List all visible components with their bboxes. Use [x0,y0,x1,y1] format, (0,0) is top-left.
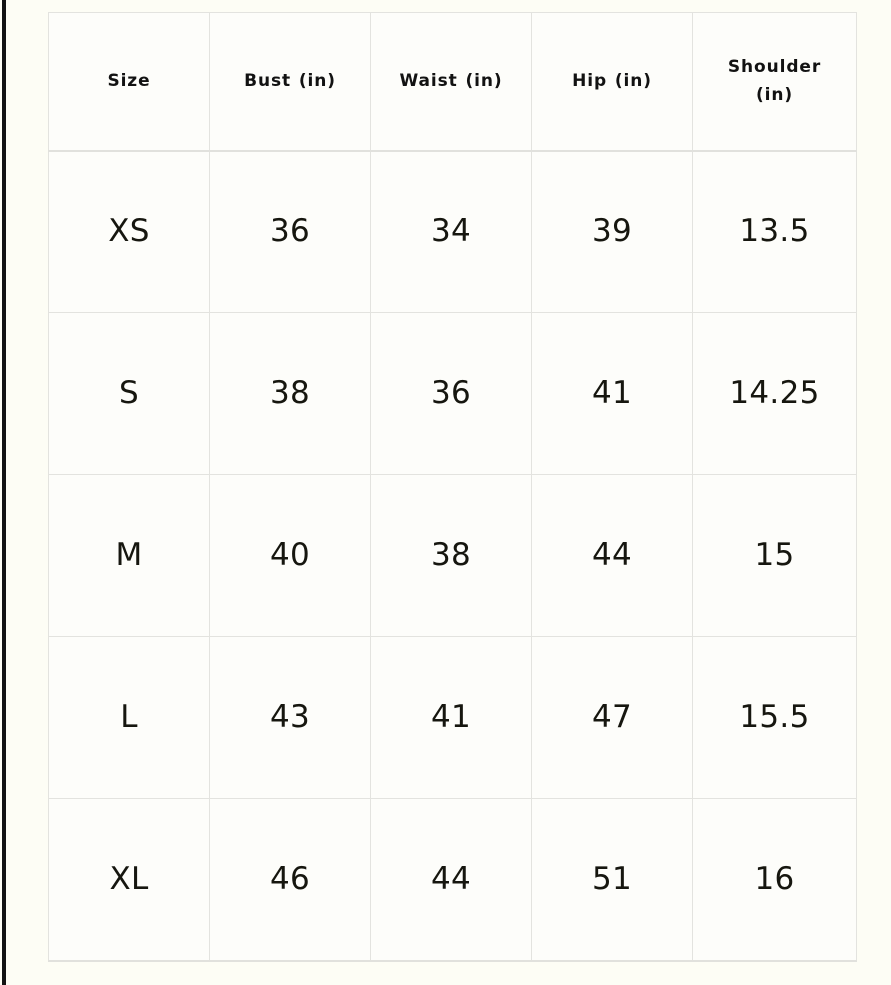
cell-bust: 43 [209,636,371,799]
cell-bust: 46 [209,798,371,962]
cell-waist: 44 [370,798,532,962]
cell-waist: 38 [370,474,532,637]
cell-hip: 51 [531,798,693,962]
cell-hip: 44 [531,474,693,637]
cell-waist: 36 [370,312,532,475]
table-body: XS 36 34 39 13.5 S 38 36 41 14.25 M 40 3… [48,150,857,962]
cell-shoulder: 16 [692,798,857,962]
cell-shoulder: 13.5 [692,150,857,313]
cell-shoulder: 15 [692,474,857,637]
cell-hip: 39 [531,150,693,313]
column-header-bust: Bust (in) [209,12,371,152]
size-chart-container: Size Bust (in) Waist (in) Hip (in) Shoul… [48,12,857,962]
left-edge-rule [2,0,6,985]
cell-waist: 34 [370,150,532,313]
column-header-shoulder: Shoulder (in) [692,12,857,152]
size-chart-table: Size Bust (in) Waist (in) Hip (in) Shoul… [48,12,857,962]
cell-waist: 41 [370,636,532,799]
cell-size: L [48,636,210,799]
cell-bust: 38 [209,312,371,475]
cell-shoulder: 14.25 [692,312,857,475]
cell-size: XL [48,798,210,962]
cell-size: XS [48,150,210,313]
table-row: L 43 41 47 15.5 [48,636,857,799]
cell-size: M [48,474,210,637]
cell-size: S [48,312,210,475]
column-header-waist: Waist (in) [370,12,532,152]
table-row: XL 46 44 51 16 [48,798,857,962]
cell-bust: 36 [209,150,371,313]
cell-bust: 40 [209,474,371,637]
cell-hip: 47 [531,636,693,799]
table-header-row: Size Bust (in) Waist (in) Hip (in) Shoul… [48,12,857,152]
column-header-hip: Hip (in) [531,12,693,152]
column-header-size: Size [48,12,210,152]
cell-shoulder: 15.5 [692,636,857,799]
table-row: XS 36 34 39 13.5 [48,150,857,313]
table-header: Size Bust (in) Waist (in) Hip (in) Shoul… [48,12,857,152]
table-row: M 40 38 44 15 [48,474,857,637]
cell-hip: 41 [531,312,693,475]
table-row: S 38 36 41 14.25 [48,312,857,475]
